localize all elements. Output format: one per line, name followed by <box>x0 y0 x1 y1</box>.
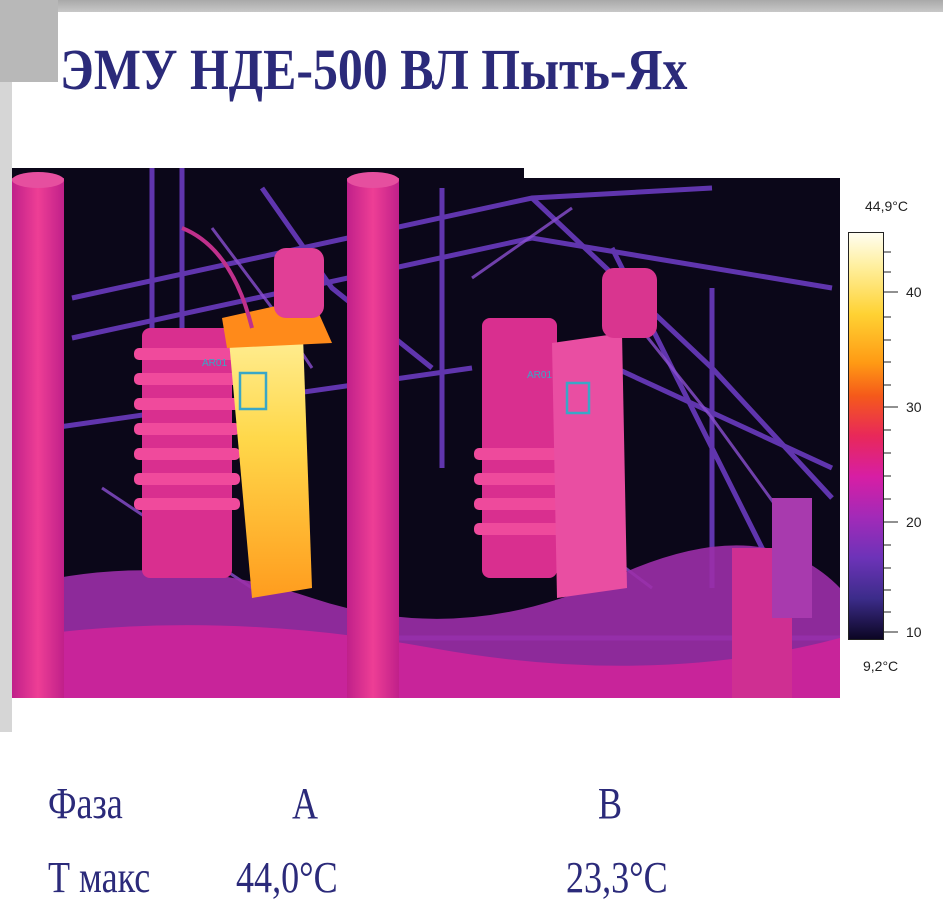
phase-label: Фаза <box>48 779 123 828</box>
slide-frame-top <box>0 0 943 12</box>
roi-box-phase-a <box>238 371 268 411</box>
slide-frame-left <box>0 82 12 732</box>
roi-label-phase-a: AR01 <box>202 358 227 369</box>
thermal-image: AR01 AR01 <box>12 168 840 698</box>
scale-min-label: 9,2°C <box>863 658 899 674</box>
tick-label: 20 <box>906 514 922 530</box>
roi-label-phase-b: AR01 <box>527 370 552 381</box>
tick-label: 30 <box>906 399 922 415</box>
tick-label: 40 <box>906 284 922 300</box>
page-title: ЭМУ НДЕ-500 ВЛ Пыть-Ях <box>60 37 688 102</box>
scale-max-label: 44,9°C <box>865 198 908 214</box>
insulator-column-left <box>12 178 64 698</box>
slide-frame-corner <box>0 0 58 82</box>
roi-box-phase-b <box>565 381 591 415</box>
tick-label: 10 <box>906 624 922 640</box>
insulator-column-center <box>347 178 399 698</box>
tmax-label: Т макс <box>48 853 151 902</box>
colorbar-ticks: 40 30 20 10 <box>884 232 934 640</box>
tmax-phase-b: 23,3°C <box>566 853 668 902</box>
phase-a-label: A <box>292 779 319 828</box>
tmax-phase-a: 44,0°C <box>236 853 338 902</box>
apparatus-phase-b: AR01 <box>474 268 657 598</box>
temperature-colorbar <box>848 232 884 640</box>
phase-b-label: B <box>598 779 623 828</box>
apparatus-phase-a: AR01 <box>134 226 332 598</box>
